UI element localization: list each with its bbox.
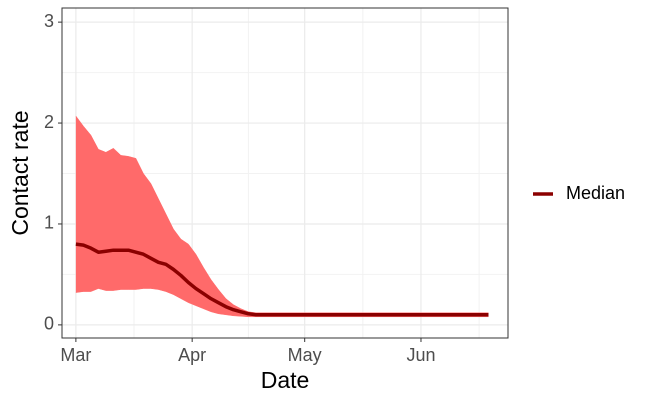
x-tick-label: Mar [60, 345, 91, 365]
axes: 0 1 2 3 Mar Apr May Jun [44, 11, 436, 365]
panel-border [61, 7, 509, 339]
x-tick-label: Jun [406, 345, 435, 365]
x-tick-label: Apr [178, 345, 206, 365]
y-axis-title: Contact rate [7, 110, 33, 235]
y-tick-label: 3 [44, 11, 54, 31]
y-tick-label: 1 [44, 213, 54, 233]
x-tick-label: May [288, 345, 322, 365]
ribbon [75, 115, 489, 317]
x-axis-title: Date [261, 367, 310, 393]
marks [75, 115, 489, 318]
legend-label: Median [566, 183, 625, 203]
y-tick-label: 0 [44, 314, 54, 334]
ribbon-lower-edge [75, 288, 489, 318]
median-line [75, 242, 489, 317]
y-tick-label: 2 [44, 112, 54, 132]
legend: Median [533, 183, 625, 203]
ribbon-upper-edge [75, 115, 489, 314]
